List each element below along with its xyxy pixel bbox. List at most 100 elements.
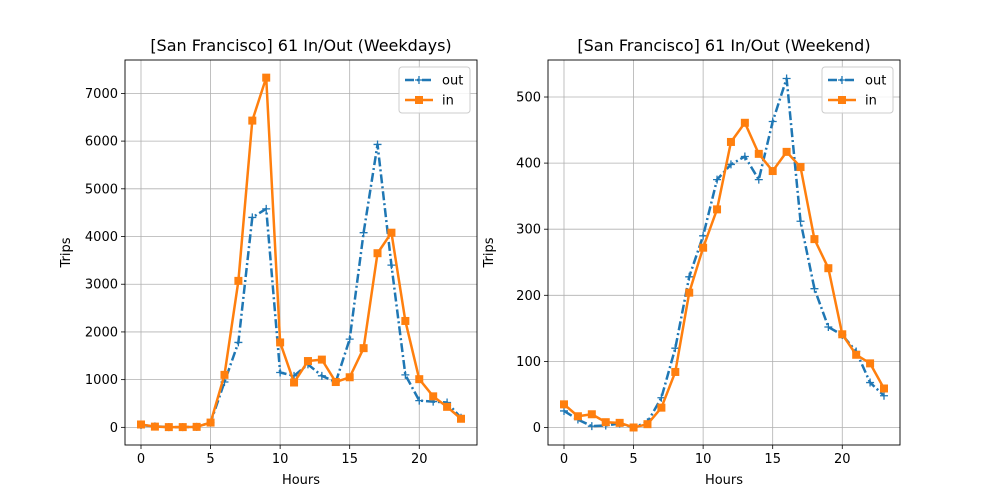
y-tick-label: 400 bbox=[516, 157, 541, 172]
data-point-in bbox=[713, 205, 722, 214]
x-tick-label: 5 bbox=[629, 452, 637, 467]
data-point-out bbox=[234, 338, 243, 347]
data-point-in bbox=[824, 264, 833, 273]
data-point-in bbox=[573, 412, 582, 421]
data-point-out bbox=[713, 175, 722, 184]
legend: out in bbox=[821, 66, 894, 114]
data-point-in bbox=[276, 338, 285, 347]
data-point-out bbox=[671, 344, 680, 353]
plot-frame bbox=[124, 59, 478, 446]
y-tick-label: 300 bbox=[516, 223, 541, 238]
data-point-in bbox=[220, 370, 229, 379]
series-out bbox=[137, 140, 465, 432]
data-point-in bbox=[206, 418, 215, 427]
y-tick-label: 0 bbox=[533, 421, 541, 436]
data-point-in bbox=[601, 418, 610, 427]
data-point-in bbox=[699, 243, 708, 252]
y-tick-label: 1000 bbox=[85, 373, 118, 388]
data-point-out bbox=[740, 152, 749, 161]
data-point-in bbox=[587, 410, 596, 419]
data-point-in bbox=[164, 423, 173, 432]
data-point-in bbox=[359, 344, 368, 353]
data-point-out bbox=[754, 175, 763, 184]
data-point-in bbox=[401, 316, 410, 325]
legend-marker-in bbox=[415, 96, 423, 104]
x-tick-label: 10 bbox=[695, 452, 712, 467]
data-point-in bbox=[429, 392, 438, 401]
data-point-in bbox=[782, 147, 791, 156]
data-point-in bbox=[560, 400, 568, 409]
data-point-in bbox=[866, 359, 875, 368]
data-point-in bbox=[443, 402, 452, 411]
y-tick-label: 100 bbox=[516, 355, 541, 370]
data-point-out bbox=[824, 323, 833, 332]
data-point-in bbox=[768, 167, 777, 176]
data-point-in bbox=[150, 422, 159, 431]
data-point-in bbox=[810, 235, 819, 244]
data-point-out bbox=[276, 368, 285, 377]
y-tick-label: 6000 bbox=[85, 135, 118, 150]
data-point-out bbox=[768, 117, 777, 126]
data-point-out bbox=[699, 231, 708, 240]
legend: out in bbox=[398, 66, 471, 114]
data-point-out bbox=[810, 284, 819, 293]
data-point-in bbox=[880, 384, 888, 393]
data-point-in bbox=[726, 137, 735, 146]
data-point-out bbox=[359, 228, 368, 237]
plot-frame bbox=[547, 59, 901, 446]
series-line-in bbox=[140, 76, 462, 429]
data-point-in bbox=[234, 276, 243, 285]
data-point-out bbox=[317, 371, 326, 380]
data-point-in bbox=[657, 403, 666, 412]
y-tick-label: 500 bbox=[516, 91, 541, 106]
data-point-out bbox=[880, 391, 888, 400]
series-in bbox=[560, 118, 888, 432]
data-point-in bbox=[852, 350, 861, 359]
series-line-out bbox=[140, 143, 462, 429]
chart-title: [San Francisco] 61 In/Out (Weekend) bbox=[577, 36, 870, 55]
series-line-in bbox=[563, 121, 886, 429]
y-tick-label: 5000 bbox=[85, 182, 118, 197]
x-axis-label: Hours bbox=[705, 473, 743, 488]
data-point-out bbox=[387, 261, 396, 270]
y-tick-label: 3000 bbox=[85, 278, 118, 293]
data-point-out bbox=[866, 378, 875, 387]
data-point-out bbox=[248, 213, 257, 222]
data-point-in bbox=[178, 423, 187, 432]
x-tick-label: 10 bbox=[272, 452, 289, 467]
data-point-in bbox=[796, 163, 805, 172]
series-in bbox=[137, 73, 465, 432]
data-point-out bbox=[262, 204, 271, 213]
data-point-out bbox=[587, 422, 596, 431]
data-point-out bbox=[726, 160, 735, 169]
data-point-out bbox=[401, 370, 410, 379]
series-line-out bbox=[563, 77, 885, 429]
legend-label-out: out bbox=[865, 74, 886, 89]
data-point-in bbox=[629, 423, 638, 432]
y-axis-label: Trips bbox=[59, 237, 74, 268]
data-point-in bbox=[754, 149, 763, 158]
y-tick-label: 7000 bbox=[85, 87, 118, 102]
legend-label-out: out bbox=[442, 74, 463, 89]
x-tick-label: 0 bbox=[560, 452, 568, 467]
data-point-in bbox=[331, 378, 340, 387]
y-tick-label: 4000 bbox=[85, 230, 118, 245]
data-point-in bbox=[192, 422, 201, 431]
x-axis-label: Hours bbox=[282, 473, 320, 488]
data-point-in bbox=[415, 375, 424, 384]
x-tick-label: 15 bbox=[764, 452, 781, 467]
chart-title: [San Francisco] 61 In/Out (Weekdays) bbox=[150, 36, 451, 55]
data-point-in bbox=[248, 116, 257, 125]
data-point-out bbox=[782, 74, 791, 83]
data-point-in bbox=[290, 378, 299, 387]
legend-label-in: in bbox=[865, 94, 877, 109]
data-point-in bbox=[643, 420, 652, 429]
y-axis-label: Trips bbox=[482, 237, 497, 268]
legend-marker-in bbox=[838, 96, 846, 104]
legend-marker-out bbox=[415, 76, 423, 84]
data-point-in bbox=[262, 73, 271, 82]
data-point-in bbox=[615, 418, 624, 427]
data-point-out bbox=[415, 396, 424, 405]
